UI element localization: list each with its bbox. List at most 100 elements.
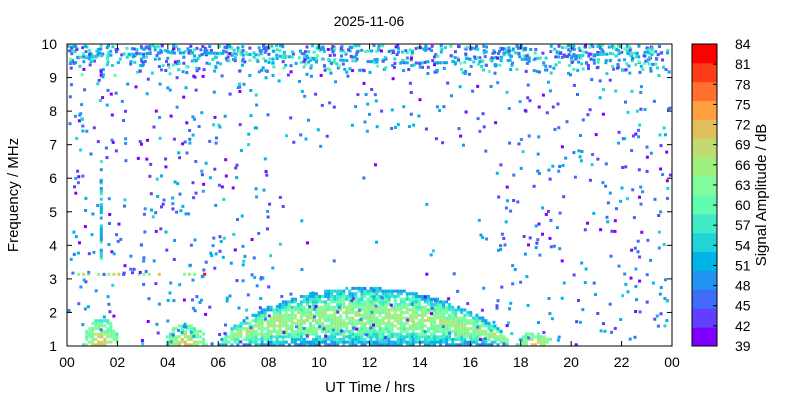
- heatmap-cell: [188, 137, 192, 141]
- heatmap-cell: [366, 303, 370, 306]
- heatmap-cell: [390, 127, 394, 130]
- heatmap-cell: [407, 125, 411, 128]
- heatmap-cell: [478, 335, 482, 339]
- heatmap-cell: [101, 96, 105, 100]
- heatmap-cell: [221, 343, 225, 347]
- heatmap-cell: [502, 340, 506, 344]
- heatmap-cell: [630, 59, 634, 63]
- heatmap-cell: [309, 316, 312, 320]
- heatmap-cell: [193, 327, 196, 331]
- heatmap-cell: [336, 297, 340, 301]
- heatmap-cell: [363, 337, 367, 341]
- heatmap-cell: [384, 303, 388, 306]
- heatmap-cell: [651, 281, 655, 285]
- heatmap-cell: [590, 163, 594, 167]
- heatmap-cell: [351, 329, 355, 333]
- heatmap-cell: [493, 50, 497, 54]
- heatmap-cell: [88, 329, 92, 333]
- heatmap-cell: [272, 65, 276, 69]
- heatmap-cell: [577, 60, 581, 64]
- heatmap-cell: [84, 196, 88, 200]
- heatmap-cell: [414, 332, 418, 336]
- heatmap-cell: [506, 59, 510, 63]
- heatmap-cell: [638, 195, 641, 199]
- heatmap-cell: [148, 174, 152, 178]
- heatmap-cell: [233, 59, 237, 63]
- heatmap-cell: [306, 308, 309, 312]
- heatmap-cell: [250, 273, 254, 277]
- heatmap-cell: [610, 229, 614, 233]
- heatmap-cell: [330, 313, 334, 317]
- heatmap-cell: [159, 48, 163, 52]
- heatmap-cell: [214, 141, 218, 145]
- x-tick-label: 04: [160, 354, 176, 370]
- heatmap-cell: [241, 53, 245, 57]
- heatmap-cell: [405, 335, 409, 339]
- heatmap-cell: [557, 335, 561, 339]
- heatmap-cell: [333, 340, 337, 344]
- heatmap-cell: [445, 316, 449, 320]
- heatmap-cell: [378, 305, 382, 309]
- heatmap-cell: [252, 256, 256, 260]
- heatmap-cell: [391, 49, 395, 53]
- heatmap-cell: [639, 202, 643, 206]
- heatmap-cell: [284, 54, 288, 58]
- heatmap-cell: [659, 167, 663, 171]
- heatmap-cell: [342, 297, 346, 301]
- heatmap-cell: [469, 332, 473, 336]
- heatmap-cell: [82, 55, 86, 59]
- heatmap-cell: [99, 192, 103, 196]
- heatmap-cell: [387, 324, 391, 328]
- heatmap-cell: [88, 340, 92, 344]
- heatmap-cell: [411, 316, 415, 320]
- colorbar-segment: [692, 232, 717, 253]
- heatmap-cell: [389, 49, 393, 53]
- heatmap-cell: [439, 50, 443, 54]
- heatmap-cell: [264, 49, 268, 53]
- heatmap-cell: [417, 313, 421, 317]
- heatmap-cell: [668, 173, 672, 177]
- heatmap-cell: [463, 319, 467, 323]
- heatmap-cell: [375, 292, 379, 296]
- heatmap-cell: [507, 49, 511, 53]
- heatmap-cell: [577, 149, 581, 153]
- heatmap-cell: [445, 332, 449, 336]
- heatmap-cell: [451, 321, 455, 325]
- heatmap-cell: [390, 308, 394, 312]
- heatmap-cell: [248, 340, 252, 344]
- heatmap-cell: [74, 176, 78, 180]
- heatmap-cell: [500, 232, 504, 236]
- heatmap-cell: [89, 152, 93, 156]
- heatmap-cell: [251, 324, 255, 328]
- heatmap-cell: [390, 108, 394, 112]
- heatmap-cell: [161, 202, 165, 206]
- heatmap-cell: [639, 91, 643, 94]
- heatmap-cell: [378, 321, 382, 325]
- heatmap-cell: [160, 205, 163, 209]
- heatmap-cell: [336, 321, 340, 325]
- heatmap-cell: [115, 233, 118, 237]
- heatmap-cell: [272, 311, 276, 315]
- heatmap-cell: [547, 297, 551, 300]
- heatmap-cell: [140, 339, 144, 342]
- heatmap-cell: [530, 332, 534, 336]
- heatmap-cell: [505, 343, 509, 347]
- heatmap-cell: [327, 297, 331, 301]
- heatmap-cell: [369, 292, 373, 296]
- heatmap-cell: [290, 324, 294, 328]
- heatmap-cell: [484, 319, 488, 323]
- heatmap-cell: [269, 254, 273, 258]
- heatmap-cell: [267, 52, 271, 56]
- heatmap-cell: [113, 74, 117, 77]
- heatmap-cell: [445, 329, 449, 333]
- heatmap-cell: [257, 46, 261, 50]
- heatmap-cell: [460, 335, 464, 339]
- heatmap-cell: [584, 267, 588, 271]
- heatmap-cell: [257, 231, 261, 235]
- heatmap-cell: [360, 286, 364, 290]
- heatmap-cell: [108, 310, 112, 314]
- heatmap-cell: [143, 230, 147, 234]
- heatmap-cell: [91, 337, 95, 341]
- heatmap-cell: [138, 69, 142, 73]
- heatmap-cell: [363, 313, 367, 317]
